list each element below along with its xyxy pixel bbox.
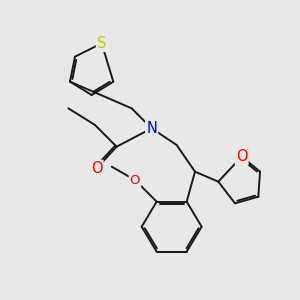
Text: N: N <box>146 121 157 136</box>
Text: O: O <box>130 173 140 187</box>
Text: O: O <box>236 149 248 164</box>
Text: S: S <box>97 36 106 51</box>
Text: O: O <box>91 161 103 176</box>
